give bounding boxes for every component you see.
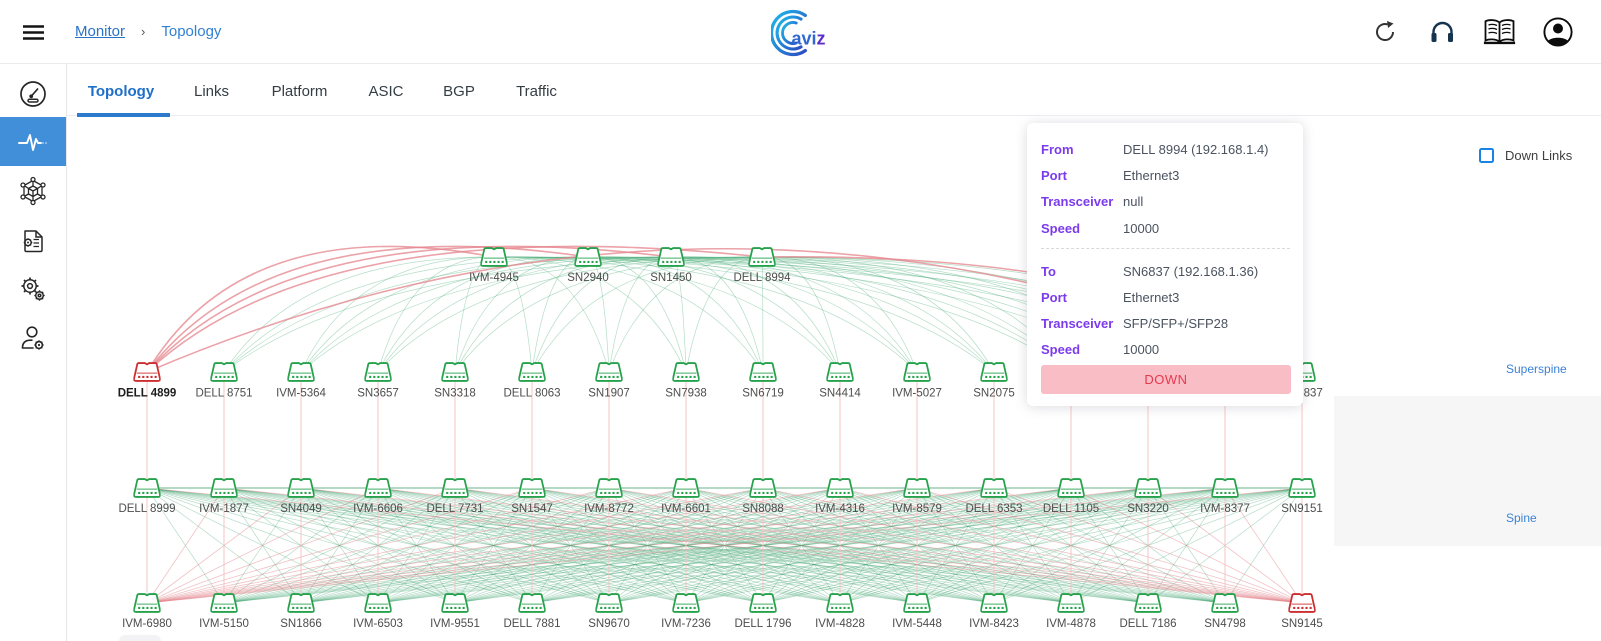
svg-text:aviz: aviz [792, 29, 826, 49]
svg-text:DELL 7731: DELL 7731 [426, 503, 483, 515]
svg-text:SN2940: SN2940 [567, 272, 609, 284]
svg-text:SN1450: SN1450 [650, 272, 692, 284]
svg-text:IVM-6503: IVM-6503 [353, 618, 403, 630]
svg-text:DELL 7881: DELL 7881 [503, 618, 560, 630]
svg-text:IVM-8377: IVM-8377 [1200, 503, 1250, 515]
svg-text:IVM-9551: IVM-9551 [430, 618, 480, 630]
svg-text:DELL 8999: DELL 8999 [118, 503, 175, 515]
svg-text:SN8088: SN8088 [742, 503, 784, 515]
svg-text:IVM-4945: IVM-4945 [469, 272, 519, 284]
svg-text:IVM-5364: IVM-5364 [276, 388, 326, 400]
svg-text:SN6719: SN6719 [742, 388, 784, 400]
svg-text:IVM-8579: IVM-8579 [892, 503, 942, 515]
svg-text:IVM-4828: IVM-4828 [815, 618, 865, 630]
svg-text:DELL 4899: DELL 4899 [118, 388, 177, 400]
svg-text:IVM-5150: IVM-5150 [199, 618, 249, 630]
svg-text:SN4414: SN4414 [819, 388, 861, 400]
svg-text:IVM-5027: IVM-5027 [892, 388, 942, 400]
svg-text:IVM-6601: IVM-6601 [661, 503, 711, 515]
svg-text:SN9670: SN9670 [588, 618, 630, 630]
svg-text:SN3220: SN3220 [1127, 503, 1169, 515]
svg-text:IVM-5448: IVM-5448 [892, 618, 942, 630]
svg-text:SN1866: SN1866 [280, 618, 322, 630]
svg-text:DELL 6353: DELL 6353 [965, 503, 1022, 515]
svg-text:DELL 7186: DELL 7186 [1119, 618, 1176, 630]
svg-text:IVM-1877: IVM-1877 [199, 503, 249, 515]
svg-text:DELL 8063: DELL 8063 [503, 388, 560, 400]
svg-text:SN4798: SN4798 [1204, 618, 1246, 630]
svg-text:DELL 8751: DELL 8751 [195, 388, 252, 400]
svg-text:DELL 1105: DELL 1105 [1043, 503, 1099, 515]
svg-text:SN9151: SN9151 [1281, 503, 1323, 515]
svg-text:IVM-4878: IVM-4878 [1046, 618, 1096, 630]
svg-text:DELL 8994: DELL 8994 [733, 272, 791, 284]
svg-text:SN4049: SN4049 [280, 503, 322, 515]
svg-text:IVM-7236: IVM-7236 [661, 618, 711, 630]
svg-text:SN9145: SN9145 [1281, 618, 1323, 630]
svg-text:SN1907: SN1907 [588, 388, 630, 400]
svg-text:IVM-4316: IVM-4316 [815, 503, 865, 515]
svg-text:SN2075: SN2075 [973, 388, 1015, 400]
svg-text:IVM-8423: IVM-8423 [969, 618, 1019, 630]
svg-text:SN7938: SN7938 [665, 388, 707, 400]
svg-text:IVM-6606: IVM-6606 [353, 503, 403, 515]
svg-text:IVM-8772: IVM-8772 [584, 503, 634, 515]
svg-text:SN3318: SN3318 [434, 388, 476, 400]
svg-text:IVM-6980: IVM-6980 [122, 618, 172, 630]
svg-text:SN3657: SN3657 [357, 388, 399, 400]
svg-text:SN1547: SN1547 [511, 503, 553, 515]
svg-text:DELL 1796: DELL 1796 [734, 618, 791, 630]
